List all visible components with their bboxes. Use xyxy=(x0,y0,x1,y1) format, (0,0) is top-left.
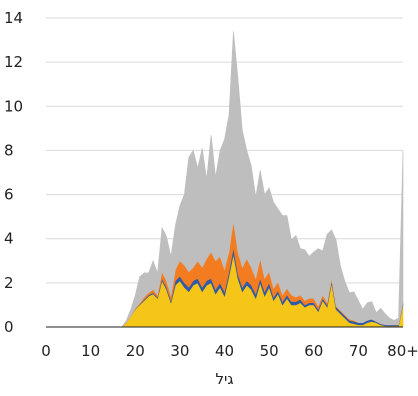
x-tick-label: 20 xyxy=(126,342,145,360)
y-tick-label: 0 xyxy=(4,318,14,336)
y-tick-label: 2 xyxy=(4,274,14,292)
x-tick-label: 60 xyxy=(304,342,323,360)
x-tick-label: 70 xyxy=(349,342,368,360)
series-area-4 xyxy=(46,31,404,328)
series-areas xyxy=(46,31,404,328)
y-tick-label: 10 xyxy=(4,97,23,115)
y-tick-label: 12 xyxy=(4,53,23,71)
y-tick-label: 4 xyxy=(4,230,14,248)
y-tick-label: 8 xyxy=(4,141,14,159)
x-axis-label: גיל xyxy=(215,370,233,388)
x-tick-labels: 0 10 20 30 40 50 60 70 80+ xyxy=(41,342,418,360)
x-tick-label: 50 xyxy=(260,342,279,360)
y-tick-labels: 0 2 4 6 8 10 12 14 xyxy=(4,9,23,336)
y-tick-label: 6 xyxy=(4,186,14,204)
x-tick-label: 0 xyxy=(41,342,51,360)
x-tick-label: 40 xyxy=(215,342,234,360)
x-tick-label: 10 xyxy=(81,342,100,360)
x-tick-label: 30 xyxy=(170,342,189,360)
x-tick-label: 80+ xyxy=(387,342,418,360)
y-tick-label: 14 xyxy=(4,9,23,27)
